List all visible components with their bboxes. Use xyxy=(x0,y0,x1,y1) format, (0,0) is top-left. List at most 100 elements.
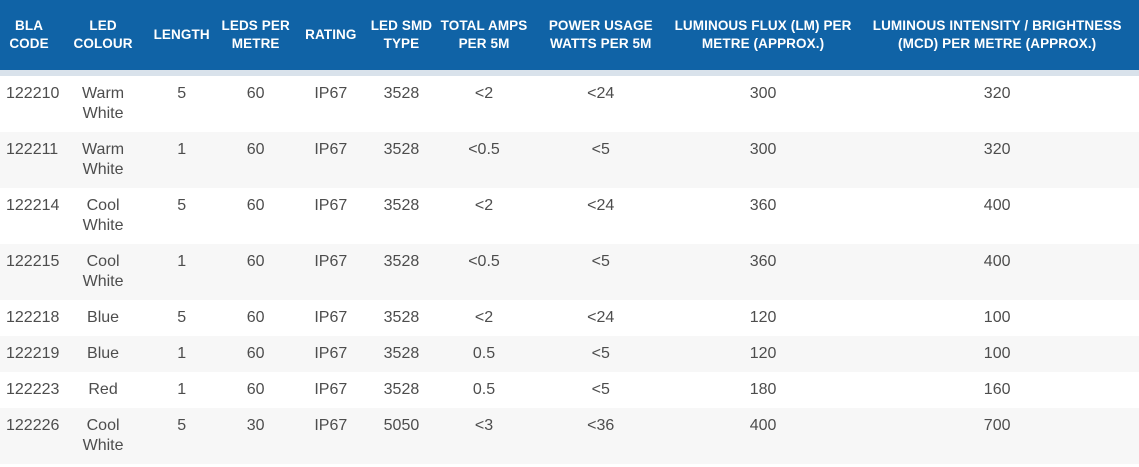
cell-rating: IP67 xyxy=(314,417,348,434)
cell-led-colour: Blue xyxy=(87,345,120,362)
cell-length: 1 xyxy=(177,345,187,362)
cell-leds-per-metre: 60 xyxy=(246,141,265,158)
cell-luminous-flux-lm-per-metre-approx: 300 xyxy=(749,85,777,102)
cell-led-colour: Red xyxy=(88,381,118,398)
cell-led-colour: Warm White xyxy=(82,141,125,178)
cell-total-amps-per-5m: 0.5 xyxy=(472,381,496,398)
cell-led-smd-type: 3528 xyxy=(383,381,420,398)
cell-length: 5 xyxy=(177,417,187,434)
cell-total-amps-per-5m: 0.5 xyxy=(472,345,496,362)
table-row-122211: 122211 Warm White 1 60 IP67 3528 <0.5 <5 300 320 xyxy=(0,132,1139,188)
cell-led-colour: Blue xyxy=(87,309,120,326)
cell-luminous-intensity-brightness-mcd-per-metre-approx: 100 xyxy=(983,345,1011,362)
column-header-total-amps-per-5m: TOTAL AMPS PER 5M xyxy=(437,0,531,76)
cell-power-usage-watts-per-5m: <5 xyxy=(591,253,610,270)
cell-bla-code: 122223 xyxy=(6,381,60,398)
cell-rating: IP67 xyxy=(314,381,348,398)
cell-bla-code: 122219 xyxy=(6,345,60,362)
cell-rating: IP67 xyxy=(314,345,348,362)
cell-bla-code: 122218 xyxy=(6,309,60,326)
column-header-luminous-flux-lm-per-metre-approx: LUMINOUS FLUX (LM) PER METRE (APPROX.) xyxy=(670,0,856,76)
cell-led-colour: Cool White xyxy=(82,417,124,454)
cell-total-amps-per-5m: <2 xyxy=(474,309,494,326)
table-header: BLA CODE LED COLOUR LENGTH LEDS PER METRE RA… xyxy=(0,0,1139,76)
cell-power-usage-watts-per-5m: <5 xyxy=(591,345,610,362)
cell-leds-per-metre: 60 xyxy=(246,309,265,326)
header-row: BLA CODE LED COLOUR LENGTH LEDS PER METRE RA… xyxy=(0,0,1139,76)
cell-leds-per-metre: 60 xyxy=(246,345,265,362)
cell-luminous-intensity-brightness-mcd-per-metre-approx: 320 xyxy=(983,141,1011,158)
cell-luminous-intensity-brightness-mcd-per-metre-approx: 400 xyxy=(983,253,1011,270)
cell-luminous-intensity-brightness-mcd-per-metre-approx: 400 xyxy=(983,197,1011,214)
table-row-122226: 122226 Cool White 5 30 IP67 5050 <3 <36 400 700 xyxy=(0,408,1139,464)
cell-leds-per-metre: 30 xyxy=(246,417,265,434)
cell-power-usage-watts-per-5m: <24 xyxy=(587,85,615,102)
cell-luminous-flux-lm-per-metre-approx: 300 xyxy=(749,141,777,158)
cell-luminous-intensity-brightness-mcd-per-metre-approx: 160 xyxy=(983,381,1011,398)
cell-rating: IP67 xyxy=(314,141,348,158)
cell-rating: IP67 xyxy=(314,197,348,214)
cell-rating: IP67 xyxy=(314,85,348,102)
cell-power-usage-watts-per-5m: <24 xyxy=(587,309,615,326)
cell-leds-per-metre: 60 xyxy=(246,253,265,270)
column-header-power-usage-watts-per-5m: POWER USAGE WATTS PER 5M xyxy=(530,0,671,76)
column-header-led-colour: LED COLOUR xyxy=(58,0,149,76)
cell-leds-per-metre: 60 xyxy=(246,381,265,398)
cell-bla-code: 122211 xyxy=(6,141,59,158)
cell-luminous-flux-lm-per-metre-approx: 400 xyxy=(749,417,777,434)
column-header-led-smd-type: LED SMD TYPE xyxy=(365,0,438,76)
cell-bla-code: 122214 xyxy=(6,197,60,214)
table-row-122214: 122214 Cool White 5 60 IP67 3528 <2 <24 360 400 xyxy=(0,188,1139,244)
cell-rating: IP67 xyxy=(314,309,348,326)
cell-bla-code: 122226 xyxy=(6,417,60,434)
cell-length: 5 xyxy=(177,309,187,326)
cell-bla-code: 122215 xyxy=(6,253,60,270)
column-header-rating: RATING xyxy=(296,0,366,76)
cell-length: 5 xyxy=(177,85,187,102)
column-header-bla-code: BLA CODE xyxy=(0,0,59,76)
cell-luminous-intensity-brightness-mcd-per-metre-approx: 320 xyxy=(983,85,1011,102)
cell-led-smd-type: 3528 xyxy=(383,345,420,362)
cell-luminous-flux-lm-per-metre-approx: 120 xyxy=(749,345,777,362)
table-body: 122210 Warm White 5 60 IP67 3528 <2 <24 300 320 12… xyxy=(0,73,1139,464)
cell-led-smd-type: 3528 xyxy=(383,141,420,158)
cell-luminous-intensity-brightness-mcd-per-metre-approx: 100 xyxy=(983,309,1011,326)
cell-bla-code: 122210 xyxy=(6,85,60,102)
table-row-122223: 122223 Red 1 60 IP67 3528 0.5 <5 180 160 xyxy=(0,372,1139,408)
cell-total-amps-per-5m: <2 xyxy=(474,197,494,214)
cell-luminous-flux-lm-per-metre-approx: 120 xyxy=(749,309,777,326)
cell-rating: IP67 xyxy=(314,253,348,270)
cell-total-amps-per-5m: <2 xyxy=(474,85,494,102)
cell-led-smd-type: 3528 xyxy=(383,85,420,102)
table-row-122215: 122215 Cool White 1 60 IP67 3528 <0.5 <5 360 400 xyxy=(0,244,1139,300)
cell-length: 1 xyxy=(177,381,187,398)
cell-led-smd-type: 5050 xyxy=(383,417,420,434)
column-header-luminous-intensity-brightness-mcd-per-metre-approx: LUMINOUS INTENSITY / BRIGHTNESS (MCD) PE… xyxy=(855,0,1139,76)
cell-length: 5 xyxy=(177,197,187,214)
table-row-122210: 122210 Warm White 5 60 IP67 3528 <2 <24 300 320 xyxy=(0,73,1139,132)
cell-luminous-intensity-brightness-mcd-per-metre-approx: 700 xyxy=(983,417,1011,434)
cell-length: 1 xyxy=(177,253,187,270)
cell-led-colour: Cool White xyxy=(82,197,124,234)
cell-luminous-flux-lm-per-metre-approx: 180 xyxy=(749,381,777,398)
cell-led-smd-type: 3528 xyxy=(383,197,420,214)
cell-power-usage-watts-per-5m: <5 xyxy=(591,141,610,158)
column-header-leds-per-metre: LEDS PER METRE xyxy=(215,0,297,76)
cell-led-smd-type: 3528 xyxy=(383,309,420,326)
cell-total-amps-per-5m: <0.5 xyxy=(468,253,500,270)
cell-power-usage-watts-per-5m: <36 xyxy=(587,417,615,434)
cell-led-colour: Cool White xyxy=(82,253,124,290)
cell-leds-per-metre: 60 xyxy=(246,197,265,214)
cell-led-colour: Warm White xyxy=(82,85,125,122)
cell-led-smd-type: 3528 xyxy=(383,253,420,270)
table-row-122219: 122219 Blue 1 60 IP67 3528 0.5 <5 120 100 xyxy=(0,336,1139,372)
cell-length: 1 xyxy=(177,141,187,158)
cell-leds-per-metre: 60 xyxy=(246,85,265,102)
table-row-122218: 122218 Blue 5 60 IP67 3528 <2 <24 120 100 xyxy=(0,300,1139,336)
cell-luminous-flux-lm-per-metre-approx: 360 xyxy=(749,197,777,214)
cell-total-amps-per-5m: <0.5 xyxy=(468,141,500,158)
column-header-length: LENGTH xyxy=(148,0,216,76)
cell-luminous-flux-lm-per-metre-approx: 360 xyxy=(749,253,777,270)
